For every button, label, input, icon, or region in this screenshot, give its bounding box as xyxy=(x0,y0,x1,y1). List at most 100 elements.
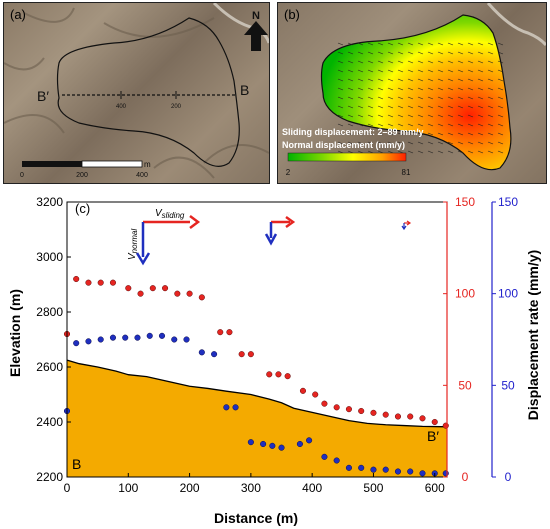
y-left-tick-label: 3000 xyxy=(36,250,63,264)
vector-arrow xyxy=(427,96,434,100)
sliding-rate-point xyxy=(312,391,319,398)
vector-arrow xyxy=(387,141,394,145)
vector-arrow xyxy=(427,141,434,145)
vector-arrow xyxy=(357,51,364,55)
vector-arrow xyxy=(487,105,494,109)
section-label-b: B xyxy=(240,82,249,98)
x-tick-label: 100 xyxy=(118,481,138,495)
vector-arrow xyxy=(427,105,434,109)
vector-arrow xyxy=(427,78,434,82)
vector-arrow xyxy=(497,123,504,127)
vector-arrow xyxy=(337,105,344,109)
vector-arrow xyxy=(367,150,374,154)
y-normal-tick-label: 150 xyxy=(498,195,518,209)
vector-arrow xyxy=(337,150,344,154)
vector-arrow xyxy=(357,87,364,91)
vector-arrow xyxy=(437,150,444,154)
vector-arrow xyxy=(407,69,414,73)
vector-arrow xyxy=(437,105,444,109)
x-tick-label: 0 xyxy=(64,481,71,495)
vector-arrow xyxy=(477,69,484,73)
scale-bar-white xyxy=(81,160,143,168)
normal-rate-point xyxy=(370,466,377,473)
sliding-rate-point xyxy=(97,279,104,286)
vector-arrow xyxy=(447,69,454,73)
vector-arrow xyxy=(487,123,494,127)
normal-rate-point xyxy=(97,336,104,343)
profile-label-start: B xyxy=(72,456,81,472)
vector-arrow xyxy=(497,51,504,55)
vector-arrow xyxy=(387,150,394,154)
vector-arrow xyxy=(397,96,404,100)
vector-arrow xyxy=(347,96,354,100)
x-tick-label: 500 xyxy=(363,481,383,495)
normal-rate-point xyxy=(394,468,402,475)
vector-arrow xyxy=(437,87,444,91)
vector-arrow xyxy=(437,60,444,64)
normal-rate-point xyxy=(345,464,352,471)
vector-arrow xyxy=(447,78,454,82)
vector-arrow xyxy=(487,69,494,73)
vector-arrow xyxy=(407,123,414,127)
normal-rate-point xyxy=(247,439,254,446)
vector-arrow xyxy=(377,150,384,154)
vector-arrow xyxy=(387,114,394,118)
chart-axes: 0 100 200 300 400 500 600220024002600280030003… xyxy=(36,195,518,495)
y-left-tick-label: 2600 xyxy=(36,360,63,374)
section-tick-200: 200 xyxy=(171,104,182,110)
vector-arrow xyxy=(347,123,354,127)
vector-arrow xyxy=(427,42,434,46)
vector-arrow xyxy=(367,87,374,91)
vector-arrow xyxy=(437,78,444,82)
vector-arrow xyxy=(397,132,404,136)
vector-arrow xyxy=(417,69,424,73)
vector-arrow xyxy=(487,141,494,145)
vector-arrow xyxy=(457,132,464,136)
vector-arrow xyxy=(437,42,444,46)
vector-arrow xyxy=(377,105,384,109)
vector-arrow xyxy=(457,78,464,82)
normal-rate-point xyxy=(198,349,205,356)
sliding-rate-point xyxy=(198,294,205,301)
vector-arrow xyxy=(437,69,444,73)
vector-arrow xyxy=(407,78,414,82)
sliding-rate-point xyxy=(382,411,389,418)
vector-arrow xyxy=(467,78,474,82)
vector-arrow xyxy=(357,141,364,145)
vector-arrow xyxy=(467,42,474,46)
normal-rate-point xyxy=(171,336,178,343)
panel-b-label: (b) xyxy=(284,7,300,22)
sliding-rate-point xyxy=(299,387,307,394)
vector-arrow xyxy=(347,69,354,73)
vector-arrow xyxy=(407,105,414,109)
vector-arrow xyxy=(497,114,504,118)
map-panel-b: Sliding displacement: 2–89 mm/y Normal d… xyxy=(277,2,547,184)
vector-arrow xyxy=(487,114,494,118)
vector-arrow xyxy=(377,87,384,91)
normal-rate-point xyxy=(407,468,414,475)
normal-rate-point xyxy=(211,351,218,358)
vector-arrow xyxy=(447,87,454,91)
vector-arrow xyxy=(447,105,454,109)
vector-arrow xyxy=(367,96,374,100)
normal-rate-point xyxy=(306,437,313,444)
vector-arrow xyxy=(377,78,384,82)
panel-c-label: (c) xyxy=(75,201,90,216)
vector-arrow xyxy=(347,141,354,145)
vector-arrow xyxy=(397,123,404,127)
vector-arrow xyxy=(357,105,364,109)
y-left-tick-label: 2400 xyxy=(36,415,63,429)
vector-arrow xyxy=(477,87,484,91)
vector-arrow xyxy=(397,78,404,82)
vector-arrow xyxy=(437,114,444,118)
normal-rate-point xyxy=(321,453,328,460)
sliding-rate-point xyxy=(162,285,169,292)
vector-arrow xyxy=(417,123,424,127)
normal-rate-point xyxy=(296,440,303,448)
vector-arrow xyxy=(427,114,434,118)
terrain-area xyxy=(67,360,447,477)
vector-arrow xyxy=(367,105,374,109)
vector-arrow xyxy=(457,51,464,55)
vector-arrow xyxy=(457,60,464,64)
vector-arrow xyxy=(447,123,454,127)
